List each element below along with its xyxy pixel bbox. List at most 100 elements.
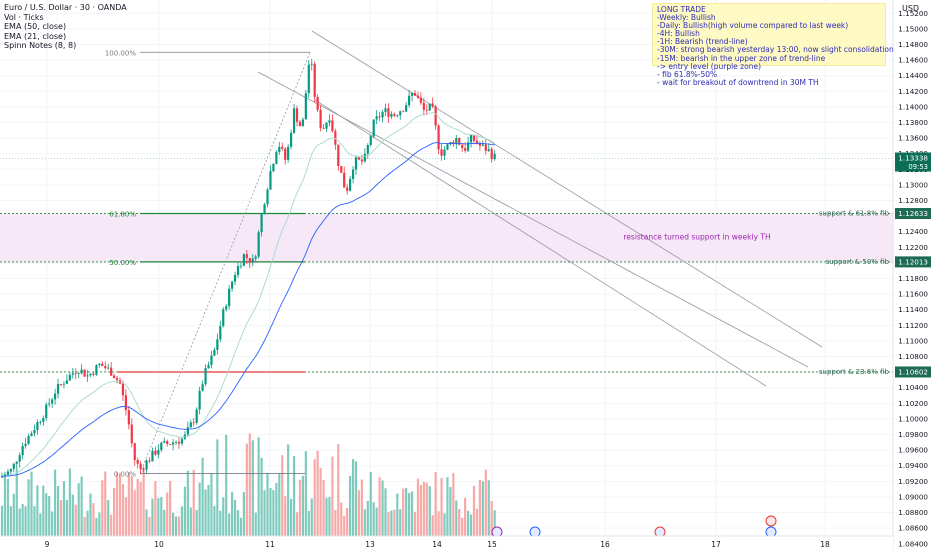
volume-bar (189, 507, 192, 536)
volume-bar (369, 471, 372, 536)
candle-body (422, 102, 425, 110)
price-tick-label: 1.09800 (898, 430, 928, 439)
volume-bar (472, 485, 476, 536)
candle-body (130, 424, 133, 444)
volume-bar (228, 513, 231, 536)
price-tick-label: 1.11000 (898, 336, 928, 345)
volume-bar (174, 516, 178, 536)
price-tick-label: 1.12800 (898, 196, 928, 205)
candle-body (287, 146, 290, 160)
volume-bar (487, 480, 490, 536)
volume-bar (204, 489, 207, 536)
volume-bar (399, 509, 402, 536)
candle-body (266, 189, 269, 205)
candle-body (272, 163, 275, 172)
candle-body (154, 450, 157, 455)
candle-body (62, 383, 66, 385)
price-axis[interactable]: 1.15200 1.15000 1.14800 1.14600 1.14400 1.142… (892, 0, 932, 550)
candle-body (201, 384, 204, 391)
candle-body (467, 142, 470, 151)
event-marker-icon[interactable] (765, 515, 777, 527)
volume-bar (313, 459, 316, 536)
volume-bar (434, 472, 437, 536)
trade-note[interactable]: LONG TRADE -Weekly: Bullish -Daily: Bull… (652, 3, 894, 86)
volume-bar (263, 490, 266, 536)
volume-bar (172, 512, 175, 536)
volume-bar (322, 479, 325, 536)
candle-body (77, 373, 80, 375)
candle-body (472, 135, 476, 141)
volume-bar (18, 508, 21, 536)
volume-bar (36, 485, 39, 536)
volume-bar (455, 500, 458, 536)
volume-bar (437, 511, 440, 536)
candle-body (136, 459, 139, 464)
volume-bar (239, 517, 243, 536)
volume-bar (346, 507, 349, 536)
candle-body (360, 159, 363, 162)
volume-bar (151, 498, 154, 536)
volume-bar (408, 492, 411, 536)
volume-bar (475, 508, 479, 536)
candle-body (110, 367, 113, 376)
candle-body (48, 403, 51, 405)
legend-ema50[interactable]: EMA (50, close) (4, 22, 67, 31)
time-axis[interactable]: 9 10 11 13 14 15 16 17 18 (0, 535, 893, 550)
volume-bar (493, 510, 496, 536)
volume-bar (154, 481, 157, 536)
volume-bar (307, 510, 310, 536)
volume-bar (278, 474, 281, 536)
volume-bar (301, 475, 304, 536)
volume-bar (337, 444, 340, 536)
volume-bar (39, 513, 42, 536)
volume-bar (464, 497, 467, 536)
symbol-title[interactable]: Euro / U.S. Dollar · 30 · OANDA (4, 3, 127, 12)
volume-bar (65, 500, 68, 536)
candle-body (328, 120, 331, 123)
legend-vol[interactable]: Vol · Ticks (4, 12, 44, 22)
candle-body (12, 463, 15, 469)
legend-notes[interactable]: Spinn Notes (8, 8) (4, 41, 77, 50)
support-236-label: support & 23.6% fib (819, 368, 890, 376)
price-tick-label: 1.13800 (898, 118, 928, 127)
zone-label: resistance turned support in weekly TH (623, 233, 770, 242)
candle-body (449, 141, 452, 145)
legend-ema21[interactable]: EMA (21, close) (4, 31, 67, 41)
candle-body (0, 476, 4, 478)
volume-bar (110, 514, 113, 536)
volume-bar (390, 510, 393, 536)
candle-body (56, 384, 60, 394)
candle-body (65, 380, 68, 384)
candle-body (260, 213, 263, 233)
volume-bar (45, 493, 48, 536)
date-tick-label: 10 (154, 540, 164, 549)
candle-body (3, 474, 7, 477)
candle-body (68, 374, 71, 381)
candle-body (166, 441, 169, 445)
volume-bar (461, 517, 464, 536)
volume-bar (113, 487, 116, 536)
candle-body (384, 108, 387, 112)
candle-body (39, 421, 42, 423)
volume-bar (139, 481, 142, 536)
candle-body (160, 442, 163, 450)
candle-body (36, 422, 39, 431)
volume-bar (148, 516, 151, 536)
candle-body (248, 257, 251, 263)
volume-bar (484, 469, 487, 536)
candle-body (443, 149, 446, 156)
price-tick-label: 1.11800 (898, 274, 928, 283)
candle-body (239, 265, 243, 267)
price-tick-label: 1.12400 (898, 227, 928, 236)
volume-bar (186, 470, 189, 536)
volume-bar (48, 496, 51, 536)
volume-bar (118, 473, 122, 536)
price-tick-label: 1.15000 (898, 24, 928, 33)
volume-bar (201, 457, 204, 536)
candle-body (393, 113, 396, 116)
note-line: -4H: Bullish (657, 29, 700, 39)
volume-bar (213, 505, 216, 536)
economic-event-markers[interactable] (491, 515, 777, 538)
volume-bar (396, 493, 399, 536)
